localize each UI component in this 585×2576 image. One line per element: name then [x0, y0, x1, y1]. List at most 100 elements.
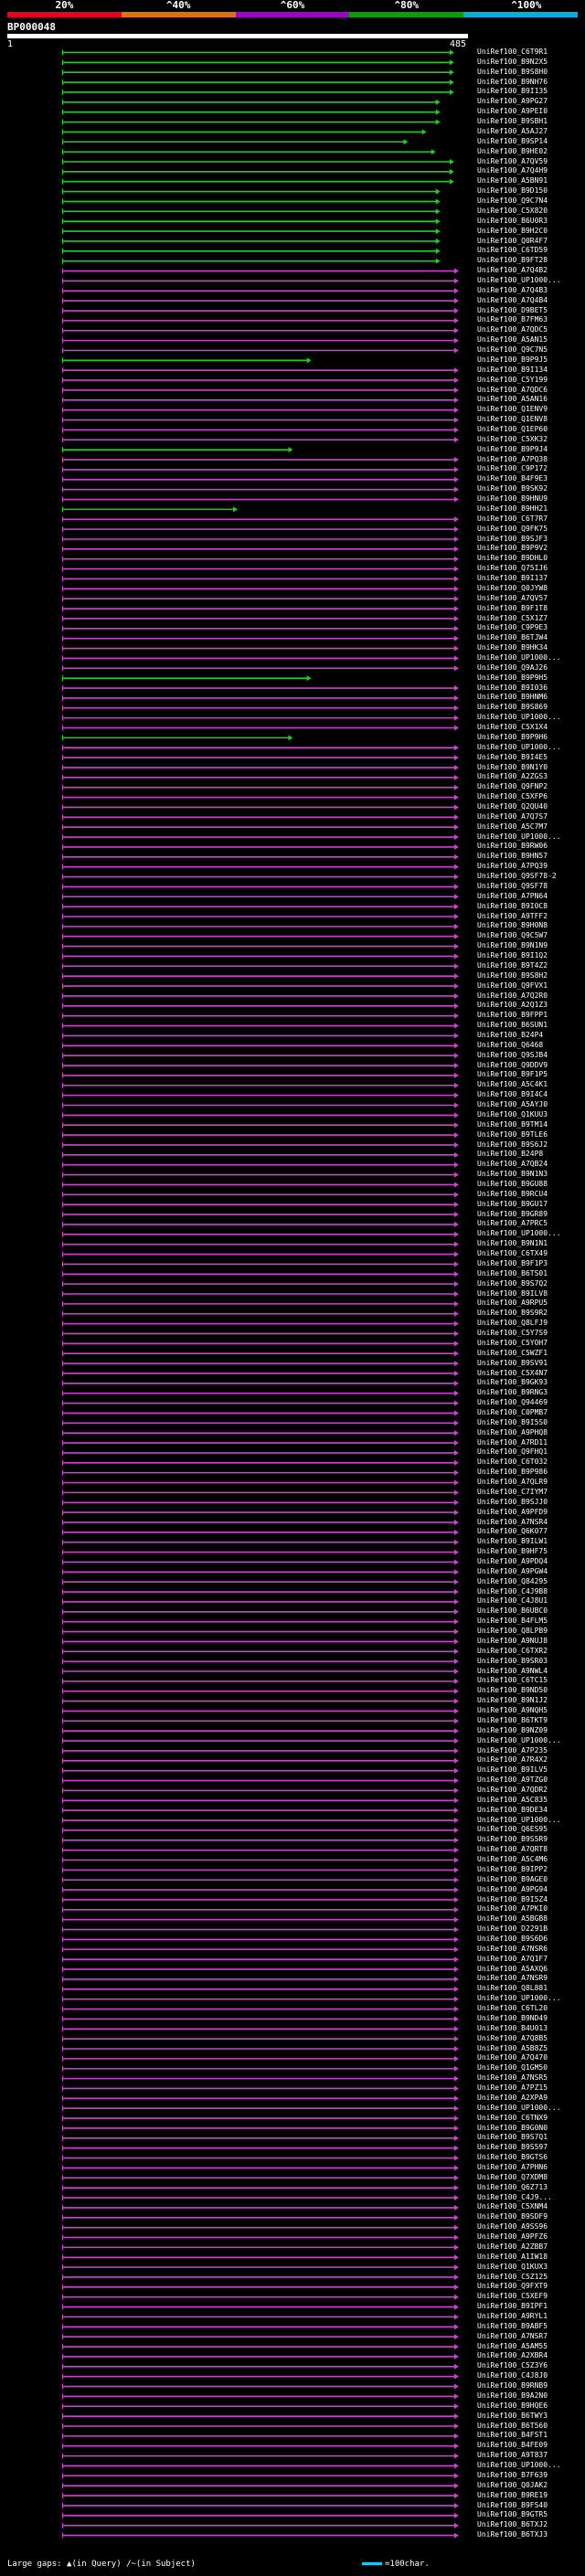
- hit-label[interactable]: UniRef100_B9NH76: [477, 77, 548, 86]
- hit-label[interactable]: UniRef100_B6TXJ2: [477, 2520, 548, 2529]
- hit-label[interactable]: UniRef100_B9RE19: [477, 2490, 548, 2499]
- hit-label[interactable]: UniRef100_A7QDC5: [477, 325, 548, 334]
- hit-label[interactable]: UniRef100_B9RNB9: [477, 2381, 548, 2390]
- hit-label[interactable]: UniRef100_A5AN15: [477, 335, 548, 345]
- hit-label[interactable]: UniRef100_A5C7M7: [477, 822, 548, 831]
- hit-label[interactable]: UniRef100_A5BGB8: [477, 1914, 548, 1924]
- hit-label[interactable]: UniRef100_B6TXJ3: [477, 2530, 548, 2539]
- hit-label[interactable]: UniRef100_A7PQ38: [477, 454, 548, 463]
- hit-label[interactable]: UniRef100_B9DHL0: [477, 554, 548, 563]
- hit-label[interactable]: UniRef100_B6TWY3: [477, 2411, 548, 2420]
- hit-label[interactable]: UniRef100_C0PMB7: [477, 1407, 548, 1416]
- hit-label[interactable]: UniRef100_B6TJW4: [477, 633, 548, 642]
- hit-label[interactable]: UniRef100_C6TL20: [477, 2004, 548, 2013]
- hit-label[interactable]: UniRef100_B9GU88: [477, 1180, 548, 1188]
- hit-label[interactable]: UniRef100_B9S8H0: [477, 67, 548, 76]
- hit-label[interactable]: UniRef100_UP1000...: [477, 652, 561, 662]
- hit-label[interactable]: UniRef100_Q9FHQ1: [477, 1447, 548, 1457]
- hit-label[interactable]: UniRef100_C9P9E3: [477, 623, 548, 632]
- hit-label[interactable]: UniRef100_B9N1N1: [477, 1239, 548, 1248]
- hit-label[interactable]: UniRef100_C6T7R7: [477, 514, 548, 523]
- hit-label[interactable]: UniRef100_A7QLR9: [477, 1478, 548, 1487]
- hit-label[interactable]: UniRef100_B4FLM5: [477, 1617, 548, 1626]
- hit-label[interactable]: UniRef100_Q9SF78: [477, 881, 548, 890]
- hit-label[interactable]: UniRef100_Q9AJ26: [477, 663, 548, 672]
- hit-label[interactable]: UniRef100_B9I0C8: [477, 901, 548, 910]
- hit-label[interactable]: UniRef100_B9TLE6: [477, 1129, 548, 1139]
- hit-label[interactable]: UniRef100_Q94469: [477, 1398, 548, 1407]
- hit-label[interactable]: UniRef100_A9NUJ8: [477, 1636, 548, 1645]
- hit-label[interactable]: UniRef100_Q1KUX3: [477, 2262, 548, 2271]
- hit-label[interactable]: UniRef100_B9SV91: [477, 1358, 548, 1367]
- hit-label[interactable]: UniRef100_A7Q4B2: [477, 266, 548, 275]
- hit-label[interactable]: UniRef100_B9SR03: [477, 1656, 548, 1665]
- hit-label[interactable]: UniRef100_Q6ES95: [477, 1825, 548, 1834]
- hit-label[interactable]: UniRef100_A9PDQ4: [477, 1557, 548, 1566]
- hit-label[interactable]: UniRef100_A5AXQ6: [477, 1964, 548, 1973]
- hit-label[interactable]: UniRef100_Q9C7N5: [477, 345, 548, 355]
- hit-label[interactable]: UniRef100_A7NSR7: [477, 2331, 548, 2340]
- hit-label[interactable]: UniRef100_B9S8H2: [477, 970, 548, 980]
- hit-label[interactable]: UniRef100_B4FE09: [477, 2441, 548, 2450]
- hit-label[interactable]: UniRef100_B24P4: [477, 1030, 544, 1039]
- hit-label[interactable]: UniRef100_C5X1Z7: [477, 613, 548, 622]
- hit-label[interactable]: UniRef100_C9P172: [477, 464, 548, 473]
- hit-label[interactable]: UniRef100_B9I135: [477, 87, 548, 96]
- hit-label[interactable]: UniRef100_A2XPA9: [477, 2093, 548, 2102]
- hit-label[interactable]: UniRef100_C5Y199: [477, 375, 548, 384]
- hit-label[interactable]: UniRef100_A9T837: [477, 2451, 548, 2460]
- hit-label[interactable]: UniRef100_B9DE34: [477, 1805, 548, 1814]
- hit-label[interactable]: UniRef100_Q0JYW8: [477, 583, 548, 592]
- hit-label[interactable]: UniRef100_Q9DDV9: [477, 1060, 548, 1069]
- hit-label[interactable]: UniRef100_A5AYJ0: [477, 1100, 548, 1109]
- hit-label[interactable]: UniRef100_B7F639: [477, 2470, 548, 2479]
- hit-label[interactable]: UniRef100_A2Q1Z3: [477, 1001, 548, 1010]
- hit-label[interactable]: UniRef100_B9H2C0: [477, 226, 548, 235]
- hit-label[interactable]: UniRef100_B9ND50: [477, 1686, 548, 1695]
- hit-label[interactable]: UniRef100_A7Q470: [477, 2053, 548, 2062]
- hit-label[interactable]: UniRef100_B9I5Z4: [477, 1894, 548, 1903]
- hit-label[interactable]: UniRef100_UP1000...: [477, 2461, 561, 2470]
- hit-label[interactable]: UniRef100_Q9FK75: [477, 524, 548, 533]
- hit-label[interactable]: UniRef100_B9HQE6: [477, 2401, 548, 2410]
- hit-label[interactable]: UniRef100_B9S9R2: [477, 1309, 548, 1318]
- hit-label[interactable]: UniRef100_C5WZF1: [477, 1348, 548, 1357]
- hit-label[interactable]: UniRef100_A5B8Z5: [477, 2043, 548, 2052]
- hit-label[interactable]: UniRef100_A9PGW4: [477, 1566, 548, 1575]
- hit-label[interactable]: UniRef100_B9P9J5: [477, 355, 548, 364]
- hit-label[interactable]: UniRef100_Q2QU40: [477, 802, 548, 811]
- hit-label[interactable]: UniRef100_B9S5R9: [477, 1835, 548, 1844]
- hit-label[interactable]: UniRef100_Q75IJ6: [477, 564, 548, 573]
- hit-label[interactable]: UniRef100_C4J8U1: [477, 1596, 548, 1606]
- hit-label[interactable]: UniRef100_UP1000...: [477, 1815, 561, 1824]
- hit-label[interactable]: UniRef100_C5XK32: [477, 434, 548, 443]
- hit-label[interactable]: UniRef100_B9I5S0: [477, 1417, 548, 1426]
- hit-label[interactable]: UniRef100_B9HNU9: [477, 494, 548, 504]
- hit-label[interactable]: UniRef100_C4J9B8: [477, 1586, 548, 1595]
- hit-label[interactable]: UniRef100_C5Y7S9: [477, 1329, 548, 1338]
- hit-label[interactable]: UniRef100_A7PKI0: [477, 1904, 548, 1913]
- hit-label[interactable]: UniRef100_Q9FVX1: [477, 981, 548, 990]
- hit-label[interactable]: UniRef100_C6TD59: [477, 246, 548, 255]
- hit-label[interactable]: UniRef100_C5X820: [477, 206, 548, 215]
- hit-label[interactable]: UniRef100_B9I134: [477, 365, 548, 374]
- hit-label[interactable]: UniRef100_C4J9...: [477, 2192, 552, 2201]
- hit-label[interactable]: UniRef100_A7RD11: [477, 1437, 548, 1447]
- hit-label[interactable]: UniRef100_B9S7Q1: [477, 2133, 548, 2142]
- hit-label[interactable]: UniRef100_B9TM14: [477, 1119, 548, 1129]
- hit-label[interactable]: UniRef100_B9GU17: [477, 1199, 548, 1208]
- hit-label[interactable]: UniRef100_Q9FNP2: [477, 782, 548, 791]
- hit-label[interactable]: UniRef100_B9GTR5: [477, 2510, 548, 2519]
- hit-label[interactable]: UniRef100_A7Q7S7: [477, 811, 548, 821]
- hit-label[interactable]: UniRef100_D9BET5: [477, 305, 548, 314]
- hit-label[interactable]: UniRef100_B9RCU4: [477, 1189, 548, 1198]
- hit-label[interactable]: UniRef100_A9NQH5: [477, 1706, 548, 1715]
- hit-label[interactable]: UniRef100_A9PFD9: [477, 1507, 548, 1516]
- hit-label[interactable]: UniRef100_B9GR89: [477, 1209, 548, 1218]
- hit-label[interactable]: UniRef100_B9FT28: [477, 256, 548, 265]
- hit-label[interactable]: UniRef100_A9SS96: [477, 2222, 548, 2231]
- hit-label[interactable]: UniRef100_B9HK34: [477, 643, 548, 652]
- hit-label[interactable]: UniRef100_C4J8J0: [477, 2371, 548, 2380]
- hit-label[interactable]: UniRef100_D2291B: [477, 1924, 548, 1934]
- hit-label[interactable]: UniRef100_C5X1X4: [477, 723, 548, 732]
